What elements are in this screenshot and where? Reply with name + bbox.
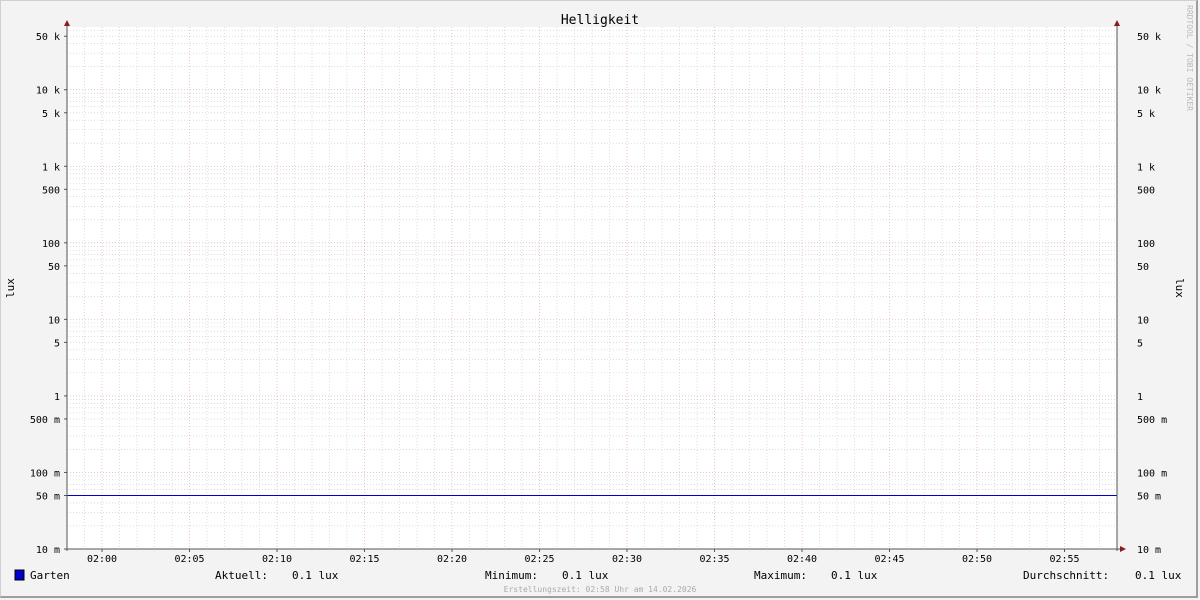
- y-tick-label-left: 500: [42, 185, 60, 196]
- legend-minimum-label: Minimum:: [485, 569, 538, 582]
- legend-current-value: 0.1 lux: [292, 569, 339, 582]
- y-tick-label-left: 1 k: [42, 162, 60, 173]
- y-tick-label-left: 5: [54, 338, 60, 349]
- y-tick-label-right: 50: [1137, 262, 1149, 273]
- legend-maximum-value: 0.1 lux: [831, 569, 878, 582]
- y-tick-label-left: 10 k: [36, 86, 60, 97]
- y-axis-label-right: lux: [1173, 278, 1186, 298]
- x-tick-label: 02:45: [874, 554, 904, 565]
- y-tick-label-right: 5 k: [1137, 109, 1155, 120]
- legend-current-label: Aktuell:: [215, 569, 268, 582]
- y-axis-arrow-left: [64, 20, 70, 26]
- y-tick-label-right: 100: [1137, 239, 1155, 250]
- y-tick-label-right: 1: [1137, 392, 1143, 403]
- chart-title: Helligkeit: [561, 13, 639, 28]
- y-axis-arrow-right: [1114, 20, 1120, 26]
- y-tick-label-right: 1 k: [1137, 162, 1155, 173]
- x-tick-label: 02:25: [524, 554, 554, 565]
- y-tick-label-left: 10 m: [36, 545, 60, 556]
- legend-maximum-label: Maximum:: [754, 569, 807, 582]
- y-tick-label-right: 500 m: [1137, 415, 1167, 426]
- x-tick-label: 02:40: [787, 554, 817, 565]
- legend-minimum-value: 0.1 lux: [562, 569, 609, 582]
- y-axis-label-left: lux: [4, 278, 17, 298]
- x-tick-label: 02:10: [262, 554, 292, 565]
- legend-series-label: Garten: [30, 569, 70, 582]
- y-tick-label-left: 1: [54, 392, 60, 403]
- y-tick-label-left: 5 k: [42, 109, 60, 120]
- y-tick-label-left: 500 m: [30, 415, 60, 426]
- y-tick-label-right: 10 m: [1137, 545, 1161, 556]
- x-tick-label: 02:20: [437, 554, 467, 565]
- y-tick-label-right: 10: [1137, 315, 1149, 326]
- y-tick-label-left: 50 m: [36, 491, 60, 502]
- y-tick-label-left: 100 m: [30, 468, 60, 479]
- y-tick-label-right: 100 m: [1137, 468, 1167, 479]
- x-tick-label: 02:15: [349, 554, 379, 565]
- y-tick-label-left: 50: [48, 262, 60, 273]
- y-tick-label-right: 50 m: [1137, 491, 1161, 502]
- legend-average-label: Durchschnitt:: [1023, 569, 1109, 582]
- y-tick-label-left: 100: [42, 239, 60, 250]
- x-tick-label: 02:55: [1049, 554, 1079, 565]
- y-tick-label-right: 50 k: [1137, 32, 1161, 43]
- x-tick-label: 02:35: [699, 554, 729, 565]
- x-tick-label: 02:30: [612, 554, 642, 565]
- x-tick-label: 02:00: [87, 554, 117, 565]
- x-axis-arrow: [1120, 546, 1126, 552]
- rrdtool-watermark: RRDTOOL / TOBI OETIKER: [1185, 5, 1194, 111]
- legend-average-value: 0.1 lux: [1135, 569, 1182, 582]
- y-tick-label-right: 5: [1137, 338, 1143, 349]
- x-tick-label: 02:05: [174, 554, 204, 565]
- x-tick-label: 02:50: [962, 554, 992, 565]
- y-tick-label-right: 10 k: [1137, 86, 1161, 97]
- y-tick-label-right: 500: [1137, 185, 1155, 196]
- footer-timestamp: Erstellungszeit: 02:58 Uhr am 14.02.2026: [504, 585, 697, 594]
- y-tick-label-left: 10: [48, 315, 60, 326]
- y-tick-label-left: 50 k: [36, 32, 60, 43]
- legend-swatch-garten: [14, 569, 25, 581]
